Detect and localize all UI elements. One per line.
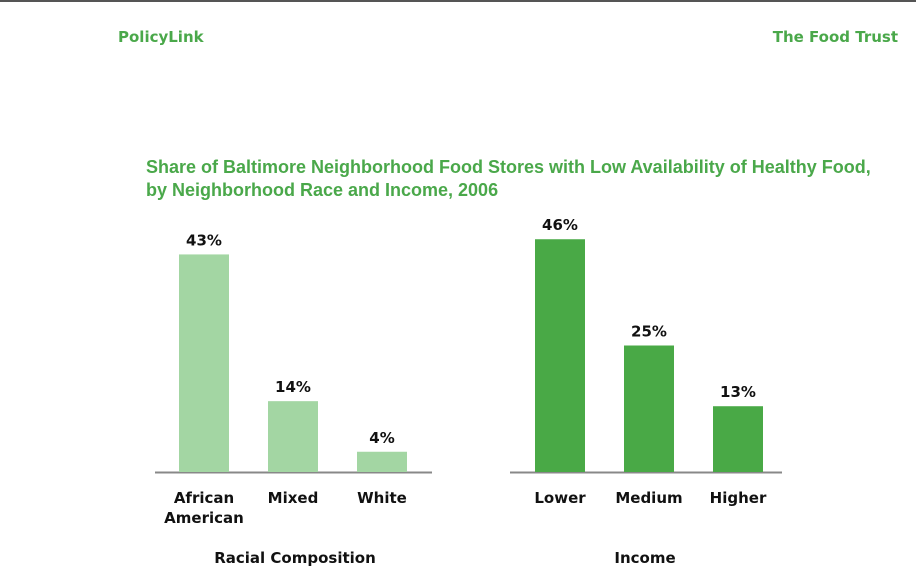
bar — [713, 406, 763, 472]
food-trust-logo-text: The Food Trust — [772, 28, 898, 46]
data-label: 4% — [369, 429, 394, 447]
category-label: White — [357, 489, 407, 507]
category-label: African — [174, 489, 234, 507]
chart-title: Share of Baltimore Neighborhood Food Sto… — [146, 156, 871, 202]
bar — [624, 345, 674, 472]
category-label: Medium — [615, 489, 682, 507]
group-label: Racial Composition — [214, 549, 376, 567]
bar — [535, 239, 585, 472]
bar — [357, 451, 407, 472]
policylink-logo-text: PolicyLink — [118, 28, 204, 46]
chart-title-line-1: Share of Baltimore Neighborhood Food Sto… — [146, 157, 871, 177]
category-label: Higher — [710, 489, 767, 507]
data-label: 14% — [275, 378, 311, 396]
group-label: Income — [614, 549, 675, 567]
data-label: 25% — [631, 323, 667, 341]
category-label: Lower — [534, 489, 586, 507]
top-rule — [0, 0, 916, 2]
data-label: 46% — [542, 216, 578, 234]
category-label: American — [164, 509, 244, 527]
chart-title-line-2: by Neighborhood Race and Income, 2006 — [146, 180, 499, 200]
category-label: Mixed — [268, 489, 319, 507]
data-label: 43% — [186, 231, 222, 249]
bar — [268, 401, 318, 472]
data-label: 13% — [720, 383, 756, 401]
bar — [179, 254, 229, 472]
